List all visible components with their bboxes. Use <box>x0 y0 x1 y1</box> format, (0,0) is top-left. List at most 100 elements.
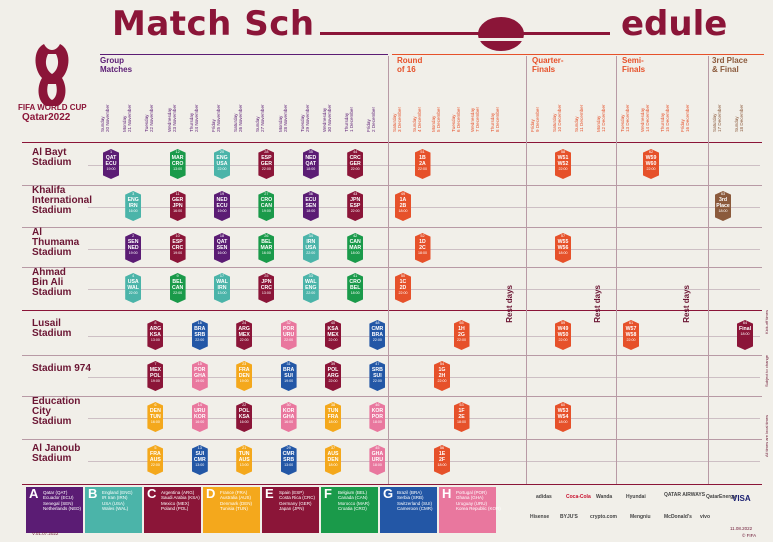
match-team-away: SEN <box>305 203 317 209</box>
title-line <box>320 32 610 35</box>
match-badge[interactable]: 40 KSA MEX 22:00 <box>325 320 341 350</box>
match-badge[interactable]: 2 SEN NED 19:00 <box>125 233 142 263</box>
fifa-world-cup-logo-icon <box>35 44 69 106</box>
row-mid-line <box>88 418 760 419</box>
match-badge[interactable]: 46 KOR POR 18:00 <box>369 402 386 432</box>
match-badge[interactable]: 61 W57 W58 22:00 <box>623 320 639 350</box>
match-time: 22:00 <box>261 167 271 171</box>
match-time: 22:00 <box>239 338 249 342</box>
match-badge[interactable]: 36 ECU SEN 18:00 <box>302 191 319 221</box>
knockout-top-line <box>392 54 764 55</box>
match-badge[interactable]: 10 ESP CRC 19:00 <box>169 233 186 263</box>
match-badge[interactable]: 6 DEN TUN 16:00 <box>147 402 164 432</box>
match-badge[interactable]: 21 TUN AUS 13:00 <box>236 445 253 475</box>
match-time: 22:00 <box>398 291 408 295</box>
match-badge[interactable]: 15 POR GHA 19:00 <box>191 361 208 391</box>
match-badge[interactable]: 16 BRA SRB 22:00 <box>191 320 208 350</box>
match-badge[interactable]: 27 CRO CAN 19:00 <box>258 191 275 221</box>
match-badge[interactable]: 29 CMR SRB 13:00 <box>280 445 297 475</box>
match-time: 18:00 <box>306 167 316 171</box>
match-team-home: GHA <box>371 451 384 457</box>
match-badge[interactable]: 34 IRN USA 22:00 <box>302 233 319 263</box>
match-badge[interactable]: 49 1A 2B 18:00 <box>395 191 411 221</box>
match-team-away: ECU <box>216 203 228 209</box>
match-badge[interactable]: 45 GHA URU 18:00 <box>369 445 386 475</box>
match-badge[interactable]: 43 JPN ESP 22:00 <box>347 191 364 221</box>
match-badge[interactable]: 28 ESP GER 22:00 <box>258 149 275 179</box>
match-number: 4 <box>132 274 135 278</box>
match-team-home: KSA <box>327 326 339 332</box>
match-badge[interactable]: 9 BEL CAN 22:00 <box>169 273 186 303</box>
date-label: Tuesday 13 December <box>620 104 631 132</box>
match-team-away: SRB <box>283 457 295 463</box>
match-number: 12 <box>175 150 180 154</box>
match-badge[interactable]: 5 FRA AUS 22:00 <box>147 445 164 475</box>
grid-line <box>22 396 762 397</box>
match-badge[interactable]: 25 JPN CRC 13:00 <box>258 273 275 303</box>
match-team-home: CMR <box>371 326 384 332</box>
match-badge[interactable]: 30 KOR GHA 16:00 <box>280 402 297 432</box>
match-badge[interactable]: 48 CMR BRA 22:00 <box>369 320 386 350</box>
match-badge[interactable]: 58 W51 W52 22:00 <box>555 149 571 179</box>
match-badge[interactable]: 18 QAT SEN 16:00 <box>214 233 230 263</box>
match-badge[interactable]: 26 BEL MAR 16:00 <box>258 233 275 263</box>
match-badge[interactable]: 63 3rd Place 18:00 <box>715 191 731 221</box>
match-badge[interactable]: 7 MEX POL 19:00 <box>147 361 164 391</box>
match-number: 32 <box>286 321 291 325</box>
match-badge[interactable]: 56 1E 2F 18:00 <box>434 445 450 475</box>
match-badge[interactable]: 19 NED ECU 19:00 <box>214 191 230 221</box>
match-number: 29 <box>286 446 291 450</box>
match-time: 19:00 <box>284 379 294 383</box>
match-badge[interactable]: 32 POR URU 22:00 <box>280 320 297 350</box>
match-badge[interactable]: 13 SUI CMR 13:00 <box>191 445 208 475</box>
group-letter: F <box>324 486 332 501</box>
match-badge[interactable]: 55 1H 2G 22:00 <box>453 320 470 350</box>
match-number: 19 <box>219 192 225 196</box>
match-team-home: KOR <box>282 408 295 414</box>
match-team-home: W55 <box>557 239 569 245</box>
match-number: 42 <box>353 234 358 238</box>
match-badge[interactable]: 11 GER JPN 16:00 <box>169 191 186 221</box>
match-badge[interactable]: 52 1D 2C 18:00 <box>414 233 431 263</box>
match-badge[interactable]: 33 WAL ENG 22:00 <box>302 273 319 303</box>
grid-line-major <box>22 484 762 485</box>
match-badge[interactable]: 3 ENG IRN 16:00 <box>125 191 142 221</box>
match-team-away: 2D <box>399 285 407 291</box>
date-label: Monday 28 November <box>277 104 288 132</box>
match-badge[interactable]: 31 BRA SUI 19:00 <box>280 361 297 391</box>
match-badge[interactable]: 53 1F 2E 18:00 <box>453 402 470 432</box>
match-badge[interactable]: 17 WAL IRN 13:00 <box>214 273 230 303</box>
match-badge[interactable]: 39 POL ARG 22:00 <box>325 361 341 391</box>
match-badge[interactable]: 37 AUS DEN 18:00 <box>325 445 341 475</box>
match-badge[interactable]: 8 ARG KSA 13:00 <box>147 320 164 350</box>
match-badge[interactable]: 60 W53 W54 18:00 <box>555 402 571 432</box>
match-time: 18:00 <box>328 463 338 467</box>
phase-label: Group Matches <box>100 56 133 74</box>
match-badge[interactable]: 50 1C 2D 22:00 <box>395 273 411 303</box>
match-badge[interactable]: 1 QAT ECU 19:00 <box>103 149 119 179</box>
ball-stripe <box>470 38 530 41</box>
match-badge[interactable]: 47 SRB SUI 22:00 <box>369 361 386 391</box>
match-badge[interactable]: 4 USA WAL 22:00 <box>125 273 142 303</box>
match-badge[interactable]: 12 MAR CRO 13:00 <box>169 149 186 179</box>
match-number: 62 <box>648 150 654 154</box>
match-badge[interactable]: 24 ARG MEX 22:00 <box>236 320 253 350</box>
match-badge[interactable]: 42 CAN MAR 18:00 <box>347 233 364 263</box>
match-badge[interactable]: 38 TUN FRA 18:00 <box>325 402 341 432</box>
match-badge[interactable]: 54 1G 2H 22:00 <box>434 361 450 391</box>
match-badge[interactable]: 22 POL KSA 16:00 <box>236 402 253 432</box>
match-badge[interactable]: 23 FRA DEN 19:00 <box>236 361 253 391</box>
match-badge[interactable]: 62 W59 W60 22:00 <box>643 149 659 179</box>
match-badge[interactable]: 64 Final 18:00 <box>737 320 753 350</box>
match-team-home: CRO <box>260 197 273 203</box>
match-badge[interactable]: 20 ENG USA 22:00 <box>214 149 230 179</box>
match-badge[interactable]: 14 URU KOR 16:00 <box>191 402 208 432</box>
match-time: 16:00 <box>173 209 183 213</box>
match-badge[interactable]: 51 1B 2A 22:00 <box>414 149 431 179</box>
match-badge[interactable]: 41 CRO BEL 18:00 <box>347 273 364 303</box>
match-badge[interactable]: 59 W49 W50 22:00 <box>555 320 571 350</box>
match-badge[interactable]: 44 CRC GER 22:00 <box>347 149 364 179</box>
match-badge[interactable]: 35 NED QAT 18:00 <box>302 149 319 179</box>
match-badge[interactable]: 57 W55 W56 18:00 <box>555 233 571 263</box>
match-team-home: BEL <box>261 239 272 245</box>
